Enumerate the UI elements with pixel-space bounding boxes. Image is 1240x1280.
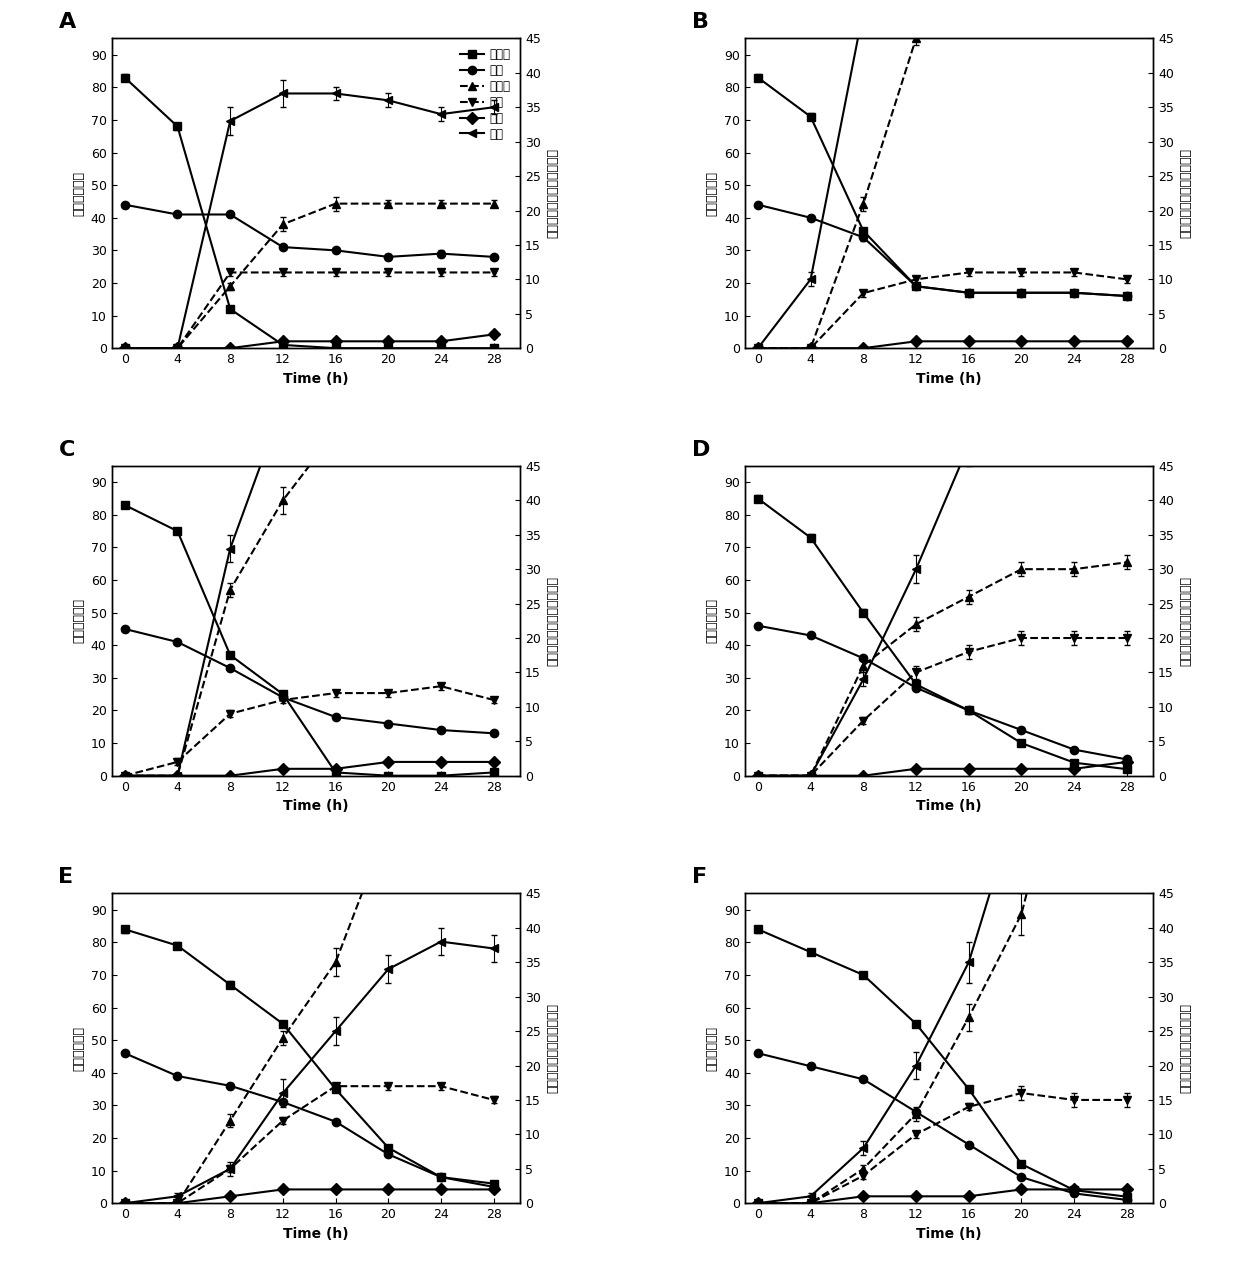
- X-axis label: Time (h): Time (h): [283, 371, 348, 385]
- Text: D: D: [692, 440, 711, 460]
- X-axis label: Time (h): Time (h): [916, 371, 982, 385]
- Y-axis label: 木糖醇，甘油，乙酸，乙醇: 木糖醇，甘油，乙酸，乙醇: [547, 1004, 559, 1093]
- Y-axis label: 葡萄糖，木糖: 葡萄糖，木糖: [72, 170, 86, 216]
- X-axis label: Time (h): Time (h): [916, 1226, 982, 1240]
- Legend: 葡萄糖, 木糖, 木糖醇, 甘油, 乙酸, 乙醇: 葡萄糖, 木糖, 木糖醇, 甘油, 乙酸, 乙醇: [456, 45, 515, 145]
- Y-axis label: 葡萄糖，木糖: 葡萄糖，木糖: [706, 170, 718, 216]
- X-axis label: Time (h): Time (h): [283, 799, 348, 813]
- Y-axis label: 木糖醇，甘油，乙酸，乙醇: 木糖醇，甘油，乙酸，乙醇: [1179, 576, 1193, 666]
- Y-axis label: 木糖醇，甘油，乙酸，乙醇: 木糖醇，甘油，乙酸，乙醇: [547, 148, 559, 238]
- Y-axis label: 葡萄糖，木糖: 葡萄糖，木糖: [706, 1025, 718, 1071]
- Text: B: B: [692, 13, 708, 32]
- Y-axis label: 木糖醇，甘油，乙酸，乙醇: 木糖醇，甘油，乙酸，乙醇: [1179, 148, 1193, 238]
- Y-axis label: 葡萄糖，木糖: 葡萄糖，木糖: [72, 598, 86, 644]
- Text: C: C: [58, 440, 74, 460]
- Y-axis label: 葡萄糖，木糖: 葡萄糖，木糖: [72, 1025, 86, 1071]
- Text: E: E: [58, 868, 73, 887]
- Y-axis label: 葡萄糖，木糖: 葡萄糖，木糖: [706, 598, 718, 644]
- Y-axis label: 木糖醇，甘油，乙酸，乙醇: 木糖醇，甘油，乙酸，乙醇: [1179, 1004, 1193, 1093]
- X-axis label: Time (h): Time (h): [283, 1226, 348, 1240]
- X-axis label: Time (h): Time (h): [916, 799, 982, 813]
- Text: A: A: [58, 13, 76, 32]
- Y-axis label: 木糖醇，甘油，乙酸，乙醇: 木糖醇，甘油，乙酸，乙醇: [547, 576, 559, 666]
- Text: F: F: [692, 868, 707, 887]
